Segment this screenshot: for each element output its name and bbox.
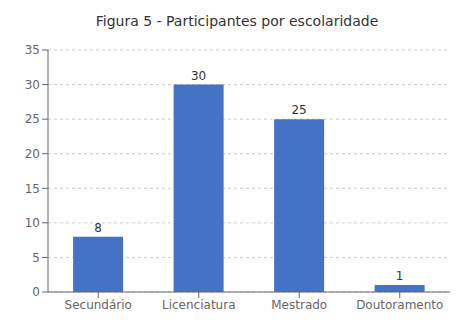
html-text:Figura 5 - Participantes por e: Figura 5 - Participantes por escolaridad…: [95, 13, 379, 29]
svg-text:0: 0: [32, 285, 40, 299]
svg-text:30: 30: [25, 78, 40, 92]
svg-text:10: 10: [25, 216, 40, 230]
svg-text:20: 20: [25, 147, 40, 161]
svg-text:Doutoramento: Doutoramento: [356, 298, 443, 312]
svg-text:5: 5: [32, 251, 40, 265]
svg-text:Mestrado: Mestrado: [271, 298, 327, 312]
svg-text:Licenciatura: Licenciatura: [162, 298, 236, 312]
svg-text:25: 25: [291, 103, 306, 117]
svg-text:25: 25: [25, 112, 40, 126]
svg-text:8: 8: [94, 221, 102, 235]
svg-text:30: 30: [191, 69, 206, 83]
svg-text:35: 35: [25, 43, 40, 57]
svg-text:Secundário: Secundário: [65, 298, 132, 312]
svg-text:1: 1: [396, 269, 404, 283]
svg-text:15: 15: [25, 182, 40, 196]
